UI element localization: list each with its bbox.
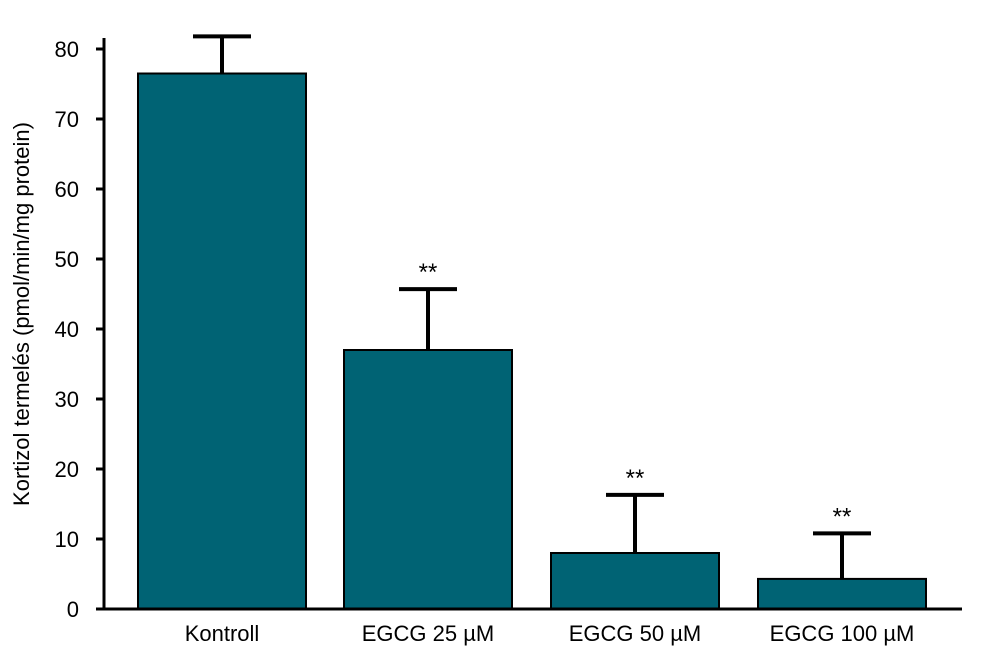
- bar-kontroll: [137, 72, 307, 610]
- y-axis-ticks: 0 10 20 30 40 50 60 70 80: [55, 37, 104, 622]
- x-category-label: EGCG 50 µM: [569, 621, 701, 646]
- significance-label: **: [419, 259, 438, 286]
- y-tick-label: 60: [55, 177, 79, 202]
- x-category-label: EGCG 25 µM: [362, 621, 494, 646]
- y-tick-label: 80: [55, 37, 79, 62]
- bar-series: ** ** **: [137, 34, 927, 611]
- y-tick-label: 30: [55, 387, 79, 412]
- significance-label: **: [833, 503, 852, 530]
- y-tick-label: 40: [55, 317, 79, 342]
- significance-label: **: [626, 465, 645, 492]
- y-tick-label: 50: [55, 247, 79, 272]
- y-axis-title: Kortizol termelés (pmol/min/mg protein): [9, 122, 34, 506]
- x-category-label: Kontroll: [185, 621, 260, 646]
- y-tick-label: 0: [67, 597, 79, 622]
- y-tick-label: 20: [55, 457, 79, 482]
- bar-egcg-50-m: [550, 552, 720, 610]
- y-tick-label: 10: [55, 527, 79, 552]
- bar-egcg-25-m: [343, 349, 513, 610]
- y-tick-label: 70: [55, 107, 79, 132]
- x-axis-labels: Kontroll EGCG 25 µM EGCG 50 µM EGCG 100 µM: [185, 621, 915, 646]
- x-category-label: EGCG 100 µM: [770, 621, 915, 646]
- bar-egcg-100-m: [757, 577, 927, 611]
